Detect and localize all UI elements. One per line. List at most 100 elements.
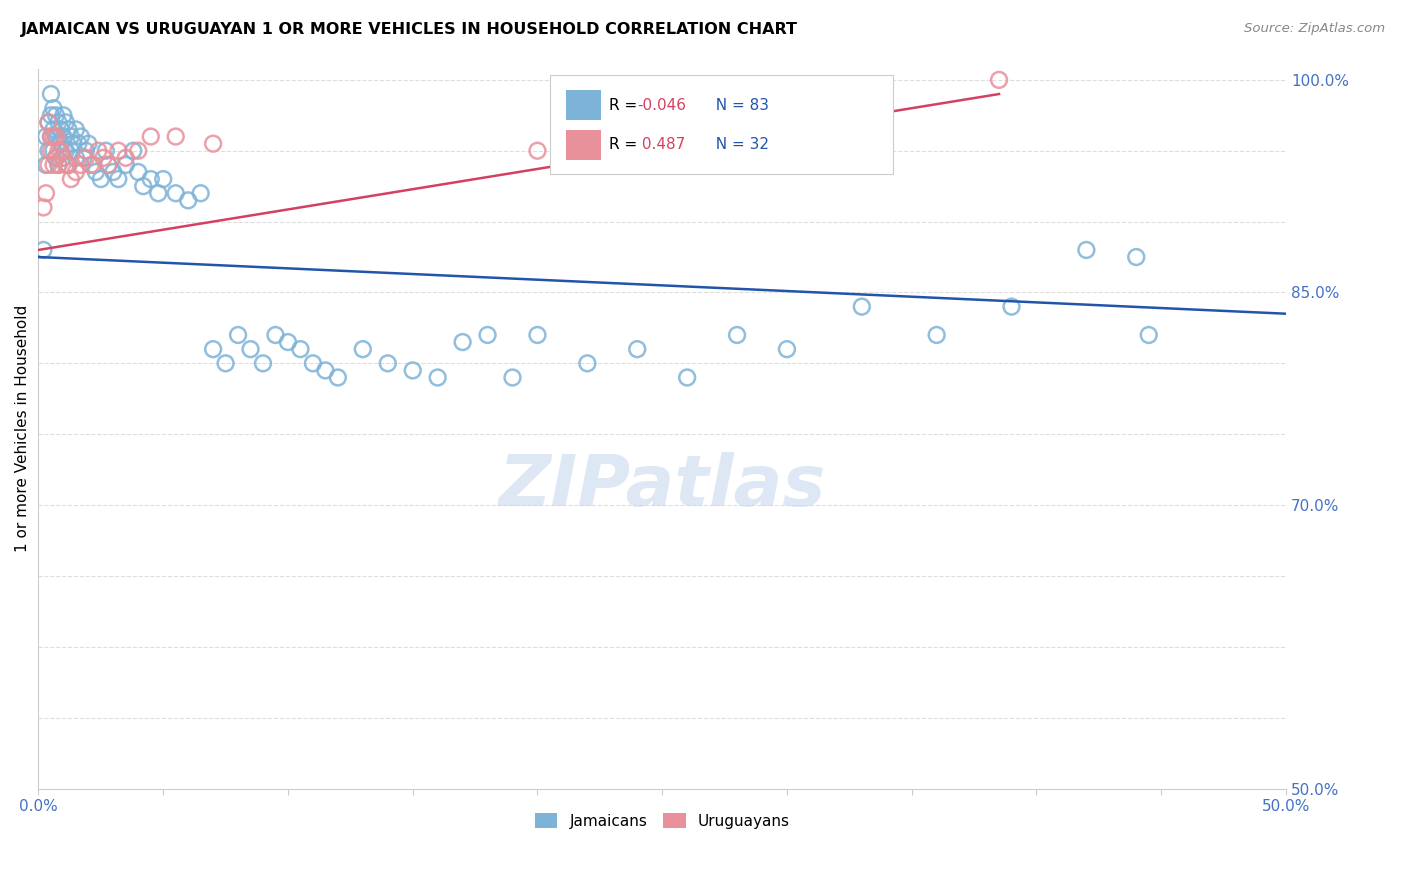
Point — [1137, 328, 1160, 343]
Point — [39, 144, 62, 158]
Text: R =: R = — [609, 137, 647, 153]
Point — [75, 151, 97, 165]
Point — [49, 136, 72, 151]
Y-axis label: 1 or more Vehicles in Household: 1 or more Vehicles in Household — [15, 305, 30, 552]
Point — [352, 342, 374, 356]
Point — [45, 129, 67, 144]
Point — [107, 172, 129, 186]
Point — [55, 115, 77, 129]
Point — [52, 151, 75, 165]
Point — [42, 158, 65, 172]
Point — [58, 158, 80, 172]
Point — [1076, 243, 1098, 257]
Point — [75, 144, 97, 158]
Point — [37, 115, 59, 129]
Bar — [567, 90, 602, 120]
Point — [32, 201, 55, 215]
Point — [226, 328, 249, 343]
Point — [107, 144, 129, 158]
Point — [49, 122, 72, 136]
Text: -0.046: -0.046 — [637, 98, 686, 112]
Point — [676, 370, 699, 384]
Point — [114, 158, 136, 172]
Point — [264, 328, 287, 343]
Point — [139, 129, 162, 144]
Point — [32, 243, 55, 257]
Text: JAMAICAN VS URUGUAYAN 1 OR MORE VEHICLES IN HOUSEHOLD CORRELATION CHART: JAMAICAN VS URUGUAYAN 1 OR MORE VEHICLES… — [21, 22, 799, 37]
Text: ZIPatlas: ZIPatlas — [499, 451, 825, 521]
Point — [84, 165, 107, 179]
Point — [97, 158, 120, 172]
Point — [59, 129, 82, 144]
Point — [65, 151, 87, 165]
Point — [202, 342, 225, 356]
Point — [39, 108, 62, 122]
Point — [776, 342, 799, 356]
Point — [1125, 250, 1147, 264]
Point — [70, 158, 93, 172]
Point — [65, 122, 87, 136]
Point — [93, 151, 115, 165]
Point — [48, 115, 70, 129]
Point — [127, 165, 149, 179]
Point — [239, 342, 262, 356]
Point — [87, 144, 110, 158]
Point — [139, 172, 162, 186]
Point — [35, 186, 58, 201]
Point — [152, 172, 174, 186]
Point — [202, 136, 225, 151]
Point — [925, 328, 948, 343]
Point — [114, 151, 136, 165]
Point — [277, 334, 299, 349]
Point — [52, 129, 75, 144]
Point — [55, 144, 77, 158]
FancyBboxPatch shape — [550, 75, 893, 174]
Point — [402, 363, 425, 377]
Point — [90, 172, 112, 186]
Point — [42, 144, 65, 158]
Point — [35, 129, 58, 144]
Point — [52, 151, 75, 165]
Point — [851, 300, 873, 314]
Point — [37, 115, 59, 129]
Point — [377, 356, 399, 370]
Point — [42, 101, 65, 115]
Point — [37, 158, 59, 172]
Point — [59, 172, 82, 186]
Point — [526, 144, 548, 158]
Text: 0.487: 0.487 — [637, 137, 686, 153]
Point — [58, 122, 80, 136]
Point — [103, 165, 125, 179]
Point — [35, 158, 58, 172]
Legend: Jamaicans, Uruguayans: Jamaicans, Uruguayans — [529, 806, 796, 835]
Point — [49, 144, 72, 158]
Point — [94, 144, 117, 158]
Point — [290, 342, 312, 356]
Point — [48, 158, 70, 172]
Point — [576, 356, 599, 370]
Point — [48, 144, 70, 158]
Point — [48, 129, 70, 144]
Point — [52, 108, 75, 122]
Point — [45, 151, 67, 165]
Point — [132, 179, 155, 194]
Text: R =: R = — [609, 98, 641, 112]
Point — [165, 186, 187, 201]
Point — [45, 108, 67, 122]
Point — [302, 356, 325, 370]
Point — [122, 144, 145, 158]
Text: N = 83: N = 83 — [706, 98, 769, 112]
Text: N = 32: N = 32 — [706, 137, 769, 153]
Bar — [567, 129, 602, 160]
Point — [988, 73, 1011, 87]
Point — [42, 129, 65, 144]
Point — [39, 129, 62, 144]
Point — [526, 328, 548, 343]
Point — [477, 328, 499, 343]
Point — [59, 144, 82, 158]
Point — [48, 158, 70, 172]
Point — [39, 87, 62, 101]
Point — [127, 144, 149, 158]
Point — [502, 370, 524, 384]
Point — [80, 158, 103, 172]
